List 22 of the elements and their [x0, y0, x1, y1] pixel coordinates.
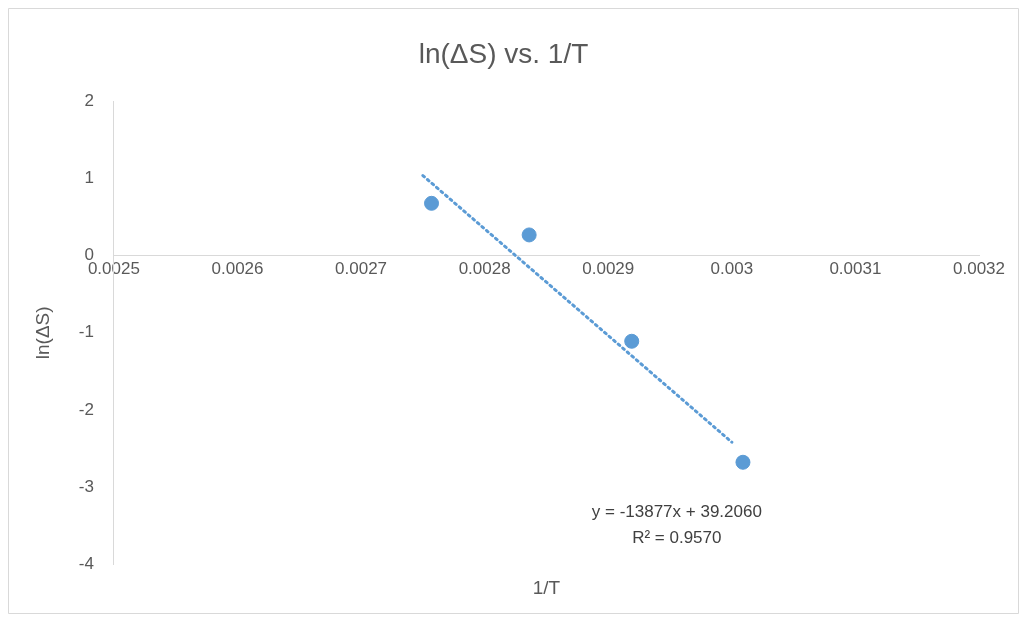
point [735, 454, 751, 470]
x-tick-label: 0.0027 [335, 258, 388, 278]
point [624, 333, 640, 349]
y-axis-title: ln(ΔS) [31, 306, 53, 360]
point [521, 227, 537, 243]
annotation: y = -13877x + 39.2060 [591, 501, 762, 521]
x-axis-title: 1/T [532, 577, 561, 599]
x-tick-label: 0.003 [710, 258, 754, 278]
x-tick-label: 0.0032 [953, 258, 1005, 278]
x-tick-label: 0.0028 [458, 258, 511, 278]
y-tick-label: -3 [78, 476, 94, 496]
y-tick-label: -1 [78, 322, 94, 342]
x-tick-label: 0.0029 [582, 258, 635, 278]
annotation: R² = 0.9570 [632, 527, 722, 547]
x-tick-label: 0.0031 [829, 258, 882, 278]
chart-title: ln(ΔS) vs. 1/T [418, 37, 589, 69]
y-tick-label: -4 [78, 553, 94, 573]
y-tick-label: 2 [84, 91, 94, 111]
y-tick-label: 1 [84, 168, 94, 188]
point [424, 195, 440, 211]
x-tick-label: 0.0026 [211, 258, 264, 278]
y-tick-label: -2 [78, 399, 94, 419]
